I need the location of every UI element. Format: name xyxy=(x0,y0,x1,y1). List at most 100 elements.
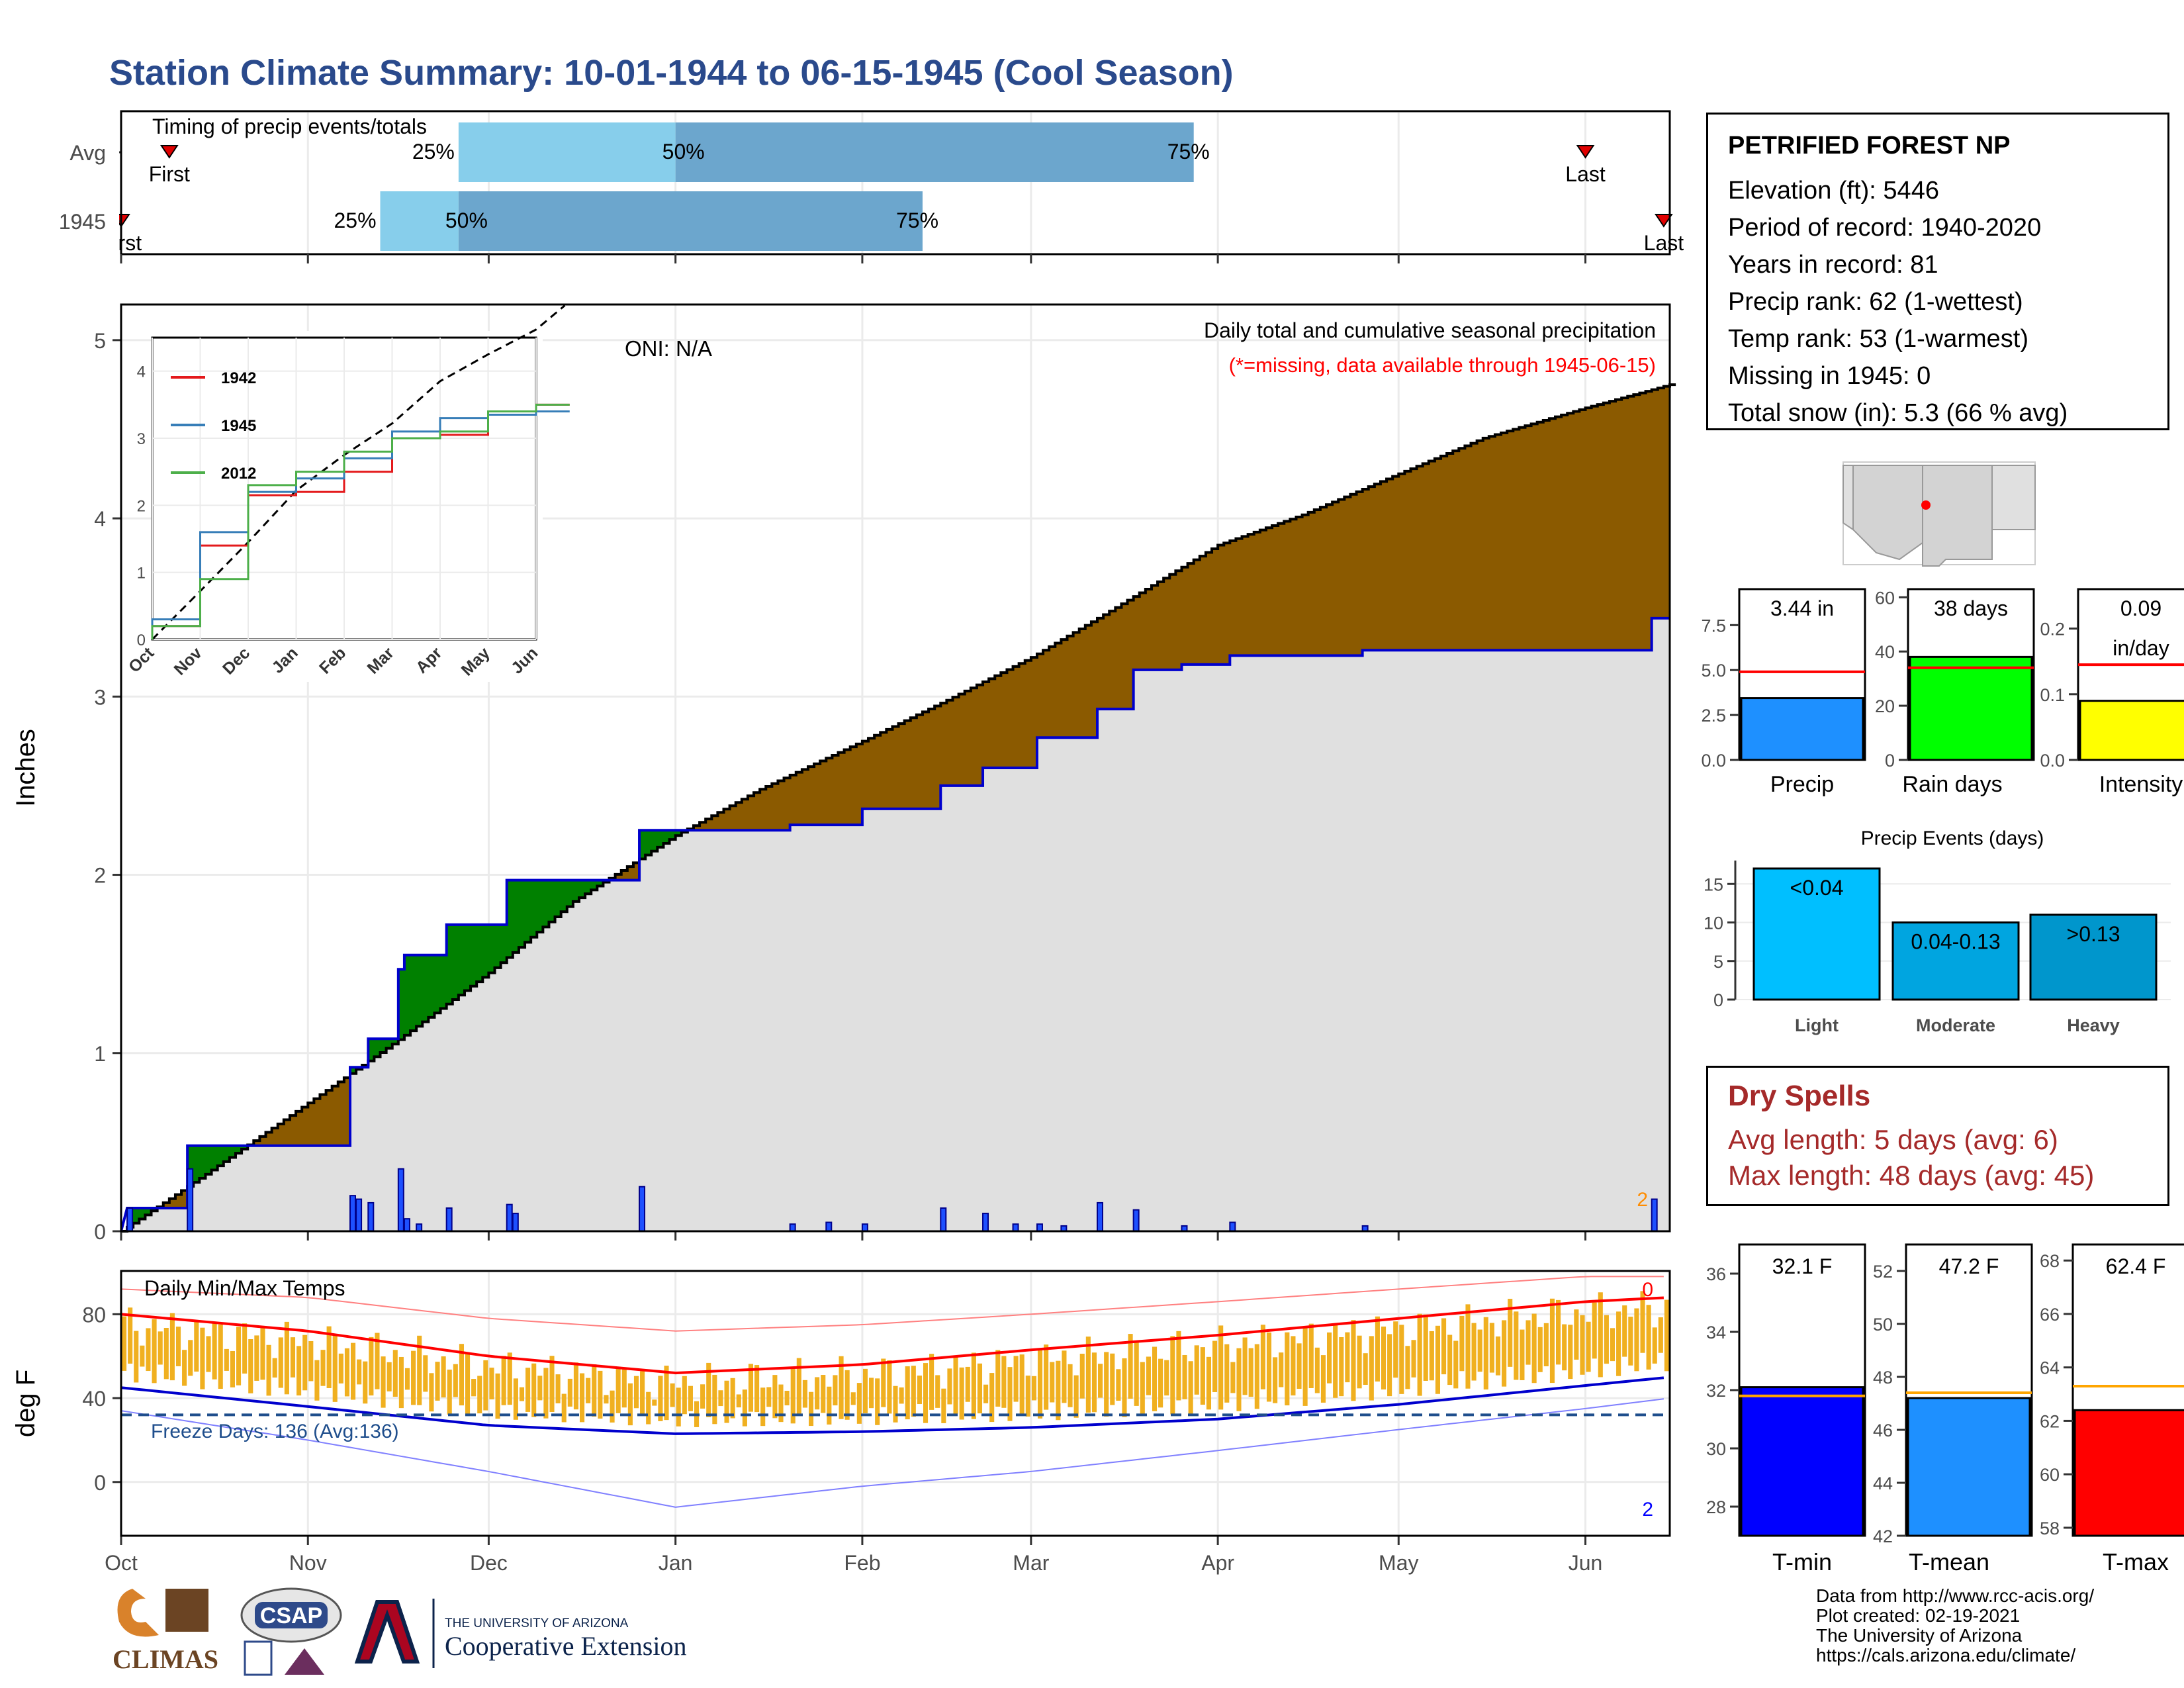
station-info-box: PETRIFIED FOREST NP Elevation (ft): 5446… xyxy=(1706,113,2169,430)
footer-plot-created: Plot created: 02-19-2021 xyxy=(1816,1605,2021,1626)
temp-daily-bar xyxy=(435,1362,440,1401)
temp-daily-bar xyxy=(152,1319,157,1383)
temp-daily-bar xyxy=(1182,1354,1187,1399)
temp-daily-bar xyxy=(561,1393,567,1423)
temp-bar-ytick-label: 60 xyxy=(2040,1465,2060,1485)
precip-year-cumulative-line xyxy=(120,616,1670,1232)
precip-daily-bar xyxy=(789,1223,796,1232)
temp-daily-bar xyxy=(1242,1337,1248,1395)
timing-last-marker xyxy=(1576,145,1595,159)
temp-daily-bar xyxy=(1477,1329,1482,1372)
csap-grid-icon xyxy=(244,1640,273,1676)
mini-bar-ytick-label: 0.0 xyxy=(2040,751,2065,771)
precip-daily-bar xyxy=(355,1198,363,1232)
temp-daily-bar xyxy=(869,1378,874,1409)
timing-bar-50-75 xyxy=(675,122,1194,182)
temp-daily-bar xyxy=(140,1345,145,1367)
temp-daily-bar xyxy=(453,1364,458,1397)
temp-daily-bar xyxy=(1562,1324,1567,1371)
footer-university: The University of Arizona xyxy=(1816,1625,2023,1646)
temp-daily-bar xyxy=(1031,1376,1036,1401)
temp-daily-bar xyxy=(1224,1344,1230,1403)
precip-daily-bar xyxy=(639,1186,646,1232)
temp-daily-bar xyxy=(1128,1334,1133,1399)
temp-bar-value-text: 47.2 F xyxy=(1939,1254,1999,1278)
timing-p75-label: 75% xyxy=(1167,140,1210,164)
mini-bar-ytick-label: 20 xyxy=(1875,696,1895,716)
temp-daily-bar xyxy=(344,1348,349,1397)
temp-corner-bottom: 2 xyxy=(1642,1499,1653,1521)
map-newmexico-shape xyxy=(1922,465,1993,567)
temp-daily-bar xyxy=(1598,1292,1603,1378)
temp-daily-bar xyxy=(495,1373,500,1419)
temp-daily-bar xyxy=(688,1385,693,1411)
temp-daily-bar xyxy=(1110,1353,1115,1405)
temp-daily-bar xyxy=(724,1380,729,1423)
dry-spells-box: Dry Spells Avg length: 5 days (avg: 6) M… xyxy=(1706,1066,2169,1206)
temp-daily-bar xyxy=(1062,1350,1067,1403)
temp-daily-bar xyxy=(1007,1367,1013,1421)
temp-daily-bar xyxy=(1291,1336,1296,1396)
temp-record-max-line xyxy=(120,1276,1664,1332)
timing-row-label: 1945 xyxy=(59,210,106,234)
precip-daily-bar xyxy=(982,1213,989,1232)
temp-daily-bar xyxy=(525,1368,531,1412)
temp-daily-bar xyxy=(676,1387,681,1427)
temp-daily-bar xyxy=(1453,1340,1459,1389)
timing-left-mask xyxy=(99,111,119,254)
temp-daily-bar xyxy=(188,1340,193,1376)
temp-daily-bar xyxy=(369,1336,374,1396)
station-snow: Total snow (in): 5.3 (66 % avg) xyxy=(1728,399,2068,427)
temp-daily-bar xyxy=(875,1378,880,1425)
temp-daily-bar xyxy=(278,1337,283,1388)
map-texas-shape xyxy=(1991,465,2036,530)
temp-daily-bar xyxy=(706,1362,711,1417)
timing-p25-label: 25% xyxy=(334,209,376,232)
temp-daily-bar xyxy=(1104,1352,1109,1417)
precip-ytick-label: 2 xyxy=(94,864,106,888)
precip-ytick-label: 3 xyxy=(94,685,106,709)
temp-daily-bar xyxy=(1327,1332,1332,1383)
inset-ytick-label: 4 xyxy=(137,363,146,381)
inset-ytick-label: 0 xyxy=(137,632,146,649)
temp-daily-bar xyxy=(1314,1347,1320,1393)
temp-daily-bar xyxy=(459,1344,464,1406)
temp-bar-label: T-mean xyxy=(1909,1548,1989,1575)
temp-frame xyxy=(120,1270,1671,1537)
temp-daily-bar xyxy=(1543,1323,1549,1367)
temp-daily-bar xyxy=(592,1364,597,1417)
temp-daily-bar xyxy=(1393,1321,1398,1378)
temp-record-min-line xyxy=(120,1398,1664,1508)
temp-label: Daily Min/Max Temps xyxy=(144,1276,345,1300)
events-ytick-label: 10 xyxy=(1704,914,1723,933)
temp-daily-bar xyxy=(1302,1328,1308,1406)
precip-daily-bar xyxy=(506,1203,513,1232)
temp-daily-bar xyxy=(1248,1348,1253,1397)
precip-panel: 0 1 2 3 4 5 ONI: N/A Daily total and cumulati… xyxy=(11,303,1676,1244)
timing-panel: Timing of precip events/totals 25% 50% 75%… xyxy=(59,110,1684,263)
temp-daily-bar xyxy=(1411,1340,1416,1378)
temp-daily-bar xyxy=(1634,1308,1639,1372)
temp-daily-bar xyxy=(1514,1311,1519,1380)
temp-daily-bar xyxy=(911,1366,916,1417)
temp-daily-bar xyxy=(959,1367,964,1420)
temp-daily-bar xyxy=(531,1363,537,1417)
temp-daily-bar xyxy=(640,1371,645,1415)
temp-daily-bar xyxy=(827,1386,832,1425)
mini-bar-ytick-label: 60 xyxy=(1875,588,1895,608)
temp-bar-ytick-label: 44 xyxy=(1873,1474,1893,1493)
temp-daily-bar xyxy=(700,1384,705,1409)
climas-logo: CLIMAS xyxy=(113,1589,218,1674)
temp-daily-bar xyxy=(543,1368,549,1419)
temp-daily-bar xyxy=(1140,1362,1145,1414)
temp-daily-bar xyxy=(1025,1376,1030,1417)
temp-daily-bar xyxy=(772,1375,778,1419)
mini-bar-value xyxy=(1740,697,1864,761)
logo-graphics: CLIMAS CSAP THE UNIVERSITY OF ARIZONA Co… xyxy=(113,1587,686,1676)
temp-daily-bar xyxy=(1508,1299,1513,1367)
temp-daily-bar xyxy=(1604,1315,1609,1364)
precip-daily-bar xyxy=(940,1207,947,1232)
csap-logo: CSAP xyxy=(240,1587,342,1676)
temp-daily-bar xyxy=(1592,1302,1597,1359)
location-map xyxy=(1843,461,2036,567)
